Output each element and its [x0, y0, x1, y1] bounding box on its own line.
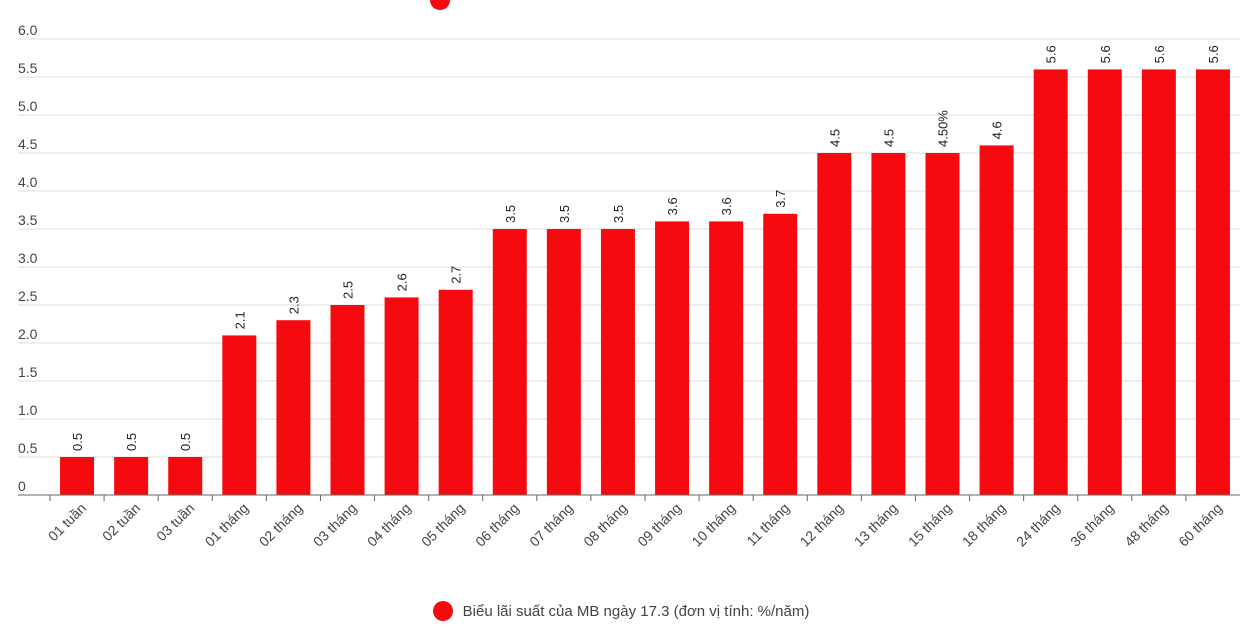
data-label: 0.5	[178, 433, 193, 451]
bar[interactable]	[871, 153, 906, 495]
x-tick-label: 05 tháng	[418, 500, 468, 550]
x-tick-label: 48 tháng	[1121, 500, 1171, 550]
legend: Biểu lãi suất của MB ngày 17.3 (đơn vị t…	[0, 600, 1242, 622]
bar[interactable]	[709, 221, 744, 495]
x-tick-label: 18 tháng	[959, 500, 1009, 550]
data-label: 4.6	[990, 121, 1005, 139]
data-label: 5.6	[1098, 45, 1113, 63]
y-tick-label: 3.0	[18, 250, 38, 266]
y-tick-label: 4.0	[18, 174, 38, 190]
bar[interactable]	[979, 145, 1014, 495]
data-label: 3.6	[665, 197, 680, 215]
bar[interactable]	[384, 297, 419, 495]
bar[interactable]	[492, 229, 527, 495]
y-tick-label: 1.0	[18, 402, 38, 418]
bar[interactable]	[276, 320, 311, 495]
legend-label: Biểu lãi suất của MB ngày 17.3 (đơn vị t…	[462, 602, 810, 620]
data-label: 3.7	[773, 190, 788, 208]
y-tick-label: 2.0	[18, 326, 38, 342]
data-label: 5.6	[1044, 45, 1059, 63]
bar[interactable]	[222, 335, 257, 495]
data-label: 0.5	[70, 433, 85, 451]
bar[interactable]	[655, 221, 690, 495]
data-label: 0.5	[124, 433, 139, 451]
bar[interactable]	[114, 457, 149, 495]
data-label: 4.5	[827, 129, 842, 147]
data-label: 4.5	[881, 129, 896, 147]
bar[interactable]	[60, 457, 95, 495]
data-label: 3.5	[503, 205, 518, 223]
x-tick-label: 11 tháng	[743, 500, 792, 549]
x-tick-label: 02 tuần	[99, 500, 143, 544]
x-tick-label: 07 tháng	[526, 500, 576, 550]
data-label: 2.5	[341, 281, 356, 299]
x-tick-label: 24 tháng	[1013, 500, 1063, 550]
x-axis-ticks: 01 tuần 02 tuần 03 tuần 01 tháng 02 tháng 03 …	[45, 495, 1225, 550]
y-axis-ticks: 0 0.5 1.0 1.5 2.0 2.5 3.0 3.5 4.0 4.5 5.0 5.5 6.0	[18, 22, 38, 494]
bar[interactable]	[1195, 69, 1230, 496]
legend-marker-top	[430, 0, 450, 10]
data-label: 3.6	[719, 197, 734, 215]
y-tick-label: 5.5	[18, 60, 38, 76]
bar[interactable]	[1141, 69, 1176, 496]
bar[interactable]	[438, 289, 473, 495]
x-tick-label: 15 tháng	[905, 500, 955, 550]
bar[interactable]	[1033, 69, 1068, 496]
bar-chart: 0 0.5 1.0 1.5 2.0 2.5 3.0 3.5 4.0 4.5 5.0 5.5 6.0 0.…	[18, 22, 1240, 550]
data-label: 5.6	[1152, 45, 1167, 63]
legend-item[interactable]: Biểu lãi suất của MB ngày 17.3 (đơn vị t…	[432, 601, 810, 621]
data-label: 2.6	[395, 273, 410, 291]
bar[interactable]	[925, 153, 960, 495]
x-tick-label: 06 tháng	[472, 500, 522, 550]
data-label: 2.3	[286, 296, 301, 314]
bar[interactable]	[600, 229, 635, 495]
y-tick-label: 6.0	[18, 22, 38, 38]
y-tick-label: 0.5	[18, 440, 38, 456]
x-tick-label: 36 tháng	[1067, 500, 1117, 550]
data-label: 4.50%	[936, 110, 951, 147]
data-label: 3.5	[611, 205, 626, 223]
x-tick-label: 04 tháng	[364, 500, 414, 550]
x-tick-label: 03 tuần	[153, 500, 197, 544]
y-tick-label: 2.5	[18, 288, 38, 304]
y-tick-label: 5.0	[18, 98, 38, 114]
y-tick-label: 4.5	[18, 136, 38, 152]
x-tick-label: 12 tháng	[797, 500, 847, 550]
bars	[60, 69, 1230, 496]
data-label: 3.5	[557, 205, 572, 223]
bar[interactable]	[330, 305, 365, 495]
data-label: 5.6	[1206, 45, 1221, 63]
data-label: 2.1	[232, 311, 247, 329]
bar[interactable]	[546, 229, 581, 495]
bar[interactable]	[763, 213, 798, 496]
bar[interactable]	[168, 457, 203, 495]
x-tick-label: 03 tháng	[310, 500, 360, 550]
legend-marker	[432, 601, 453, 621]
x-tick-label: 13 tháng	[851, 500, 901, 550]
x-tick-label: 01 tuần	[45, 500, 89, 544]
bar[interactable]	[1087, 69, 1122, 496]
y-tick-label: 0	[18, 478, 26, 494]
y-tick-label: 1.5	[18, 364, 38, 380]
x-tick-label: 09 tháng	[634, 500, 684, 550]
x-tick-label: 60 tháng	[1175, 500, 1225, 550]
x-tick-label: 01 tháng	[202, 500, 252, 550]
bar[interactable]	[817, 153, 852, 495]
y-tick-label: 3.5	[18, 212, 38, 228]
data-label: 2.7	[449, 266, 464, 284]
x-tick-label: 08 tháng	[580, 500, 630, 550]
data-labels: 0.5 0.5 0.5 2.1 2.3 2.5 2.6 2.7 3.5 3.5 3.5 3.6 3.6 3…	[70, 45, 1221, 451]
x-tick-label: 02 tháng	[256, 500, 306, 550]
x-tick-label: 10 tháng	[688, 500, 738, 550]
